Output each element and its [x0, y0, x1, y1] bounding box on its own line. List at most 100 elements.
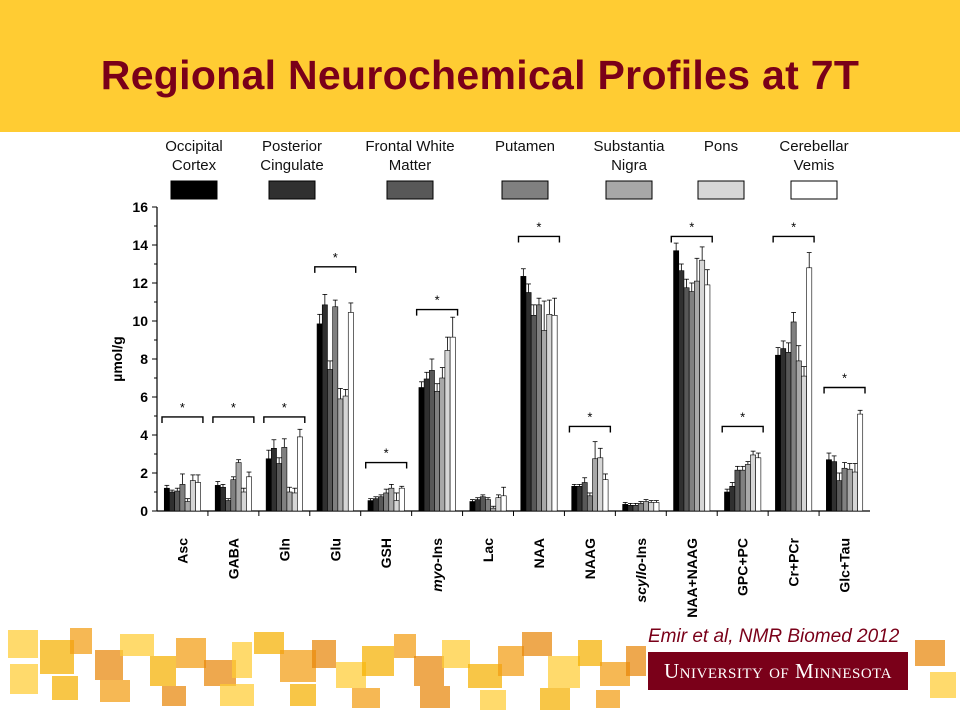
legend-label: Nigra	[611, 157, 648, 174]
bar	[495, 497, 502, 512]
deco-square	[468, 664, 502, 688]
bar	[852, 471, 858, 512]
significance-bracket	[517, 235, 561, 243]
bar	[576, 485, 583, 512]
legend-label: Matter	[389, 157, 432, 174]
deco-square	[70, 628, 92, 654]
bar	[790, 321, 797, 512]
bar	[530, 314, 537, 512]
bar	[831, 461, 838, 512]
bar	[240, 491, 247, 512]
x-category-label: Glc+Tau	[837, 538, 853, 593]
bar	[321, 304, 328, 512]
deco-square	[578, 640, 602, 666]
bar	[474, 499, 481, 512]
deco-square	[40, 640, 74, 674]
slide-title: Regional Neurochemical Profiles at 7T	[100, 52, 860, 98]
deco-square	[336, 662, 366, 688]
bar	[586, 495, 593, 512]
deco-square	[312, 640, 336, 668]
bar	[551, 314, 558, 512]
legend-swatch	[790, 180, 838, 200]
bar	[469, 501, 476, 512]
bar	[525, 292, 532, 512]
deco-square	[290, 684, 316, 706]
significance-label: *	[791, 219, 796, 234]
bar	[393, 500, 400, 512]
bar	[179, 484, 186, 512]
deco-square	[498, 646, 524, 676]
y-tick-label: 0	[140, 503, 148, 519]
x-category-label: NAA+NAAG	[684, 538, 700, 618]
bar	[230, 479, 237, 512]
x-category-label: GABA	[225, 538, 241, 579]
bar	[225, 500, 232, 512]
bar	[785, 352, 792, 512]
bar	[826, 459, 832, 512]
deco-square	[8, 630, 38, 658]
bar	[184, 501, 191, 512]
legend-label: Posterior	[262, 138, 322, 155]
y-tick-label: 2	[140, 465, 148, 481]
bar-chart: 0 2 4 6 8 10 12 14 16 µmol/g Asc GABA Gln Glu GSH myo-I…	[109, 138, 870, 618]
bar	[297, 436, 303, 512]
bar	[444, 350, 451, 512]
legend-swatch	[268, 180, 316, 200]
significance-bracket	[263, 416, 306, 423]
significance-label: *	[384, 446, 389, 461]
bar	[490, 507, 497, 512]
bar	[581, 482, 588, 512]
bar	[383, 492, 390, 512]
deco-square	[522, 632, 552, 656]
bar	[699, 259, 706, 512]
deco-square	[95, 650, 123, 680]
deco-square	[100, 680, 130, 702]
significance-label: *	[282, 400, 287, 415]
deco-square	[394, 634, 416, 658]
x-category-label: Gln	[276, 538, 292, 561]
bar	[332, 306, 339, 512]
x-category-label: scyllo-Ins	[633, 538, 649, 603]
deco-square	[442, 640, 470, 668]
significance-bracket	[365, 461, 408, 469]
significance-bracket	[721, 425, 764, 433]
significance-label: *	[435, 293, 440, 308]
bar	[744, 464, 751, 512]
bar	[643, 501, 649, 512]
x-category-label: myo-Ins	[429, 538, 445, 592]
x-category-label: NAAG	[582, 538, 598, 579]
bar	[780, 348, 787, 512]
significance-bracket	[568, 425, 612, 433]
bar	[246, 476, 252, 512]
bar	[434, 390, 441, 512]
deco-square	[232, 642, 252, 678]
bar	[729, 485, 736, 512]
bar	[541, 330, 548, 512]
bar	[220, 486, 226, 512]
bar	[195, 482, 201, 512]
significance-label: *	[842, 371, 847, 386]
citation: Emir et al, NMR Biomed 2012	[648, 626, 900, 647]
bar	[755, 457, 762, 512]
bar	[342, 395, 349, 512]
bar	[683, 287, 690, 512]
deco-square	[254, 632, 284, 654]
bar	[571, 485, 578, 512]
bar	[174, 490, 181, 512]
deco-square	[150, 656, 176, 686]
significance-bracket	[314, 266, 357, 273]
bar	[169, 491, 175, 512]
bar	[378, 496, 384, 512]
x-category-label: NAA	[531, 538, 547, 568]
bar	[372, 498, 379, 512]
y-tick-label: 14	[132, 237, 148, 253]
bar	[632, 504, 639, 512]
bar	[637, 503, 644, 512]
deco-square	[10, 664, 38, 694]
deco-square	[548, 656, 580, 688]
significance-bracket	[161, 416, 204, 423]
significance-label: *	[587, 409, 592, 424]
legend-label: Cortex	[172, 157, 217, 174]
bar	[439, 377, 446, 512]
legend-label: Occipital	[165, 138, 223, 155]
